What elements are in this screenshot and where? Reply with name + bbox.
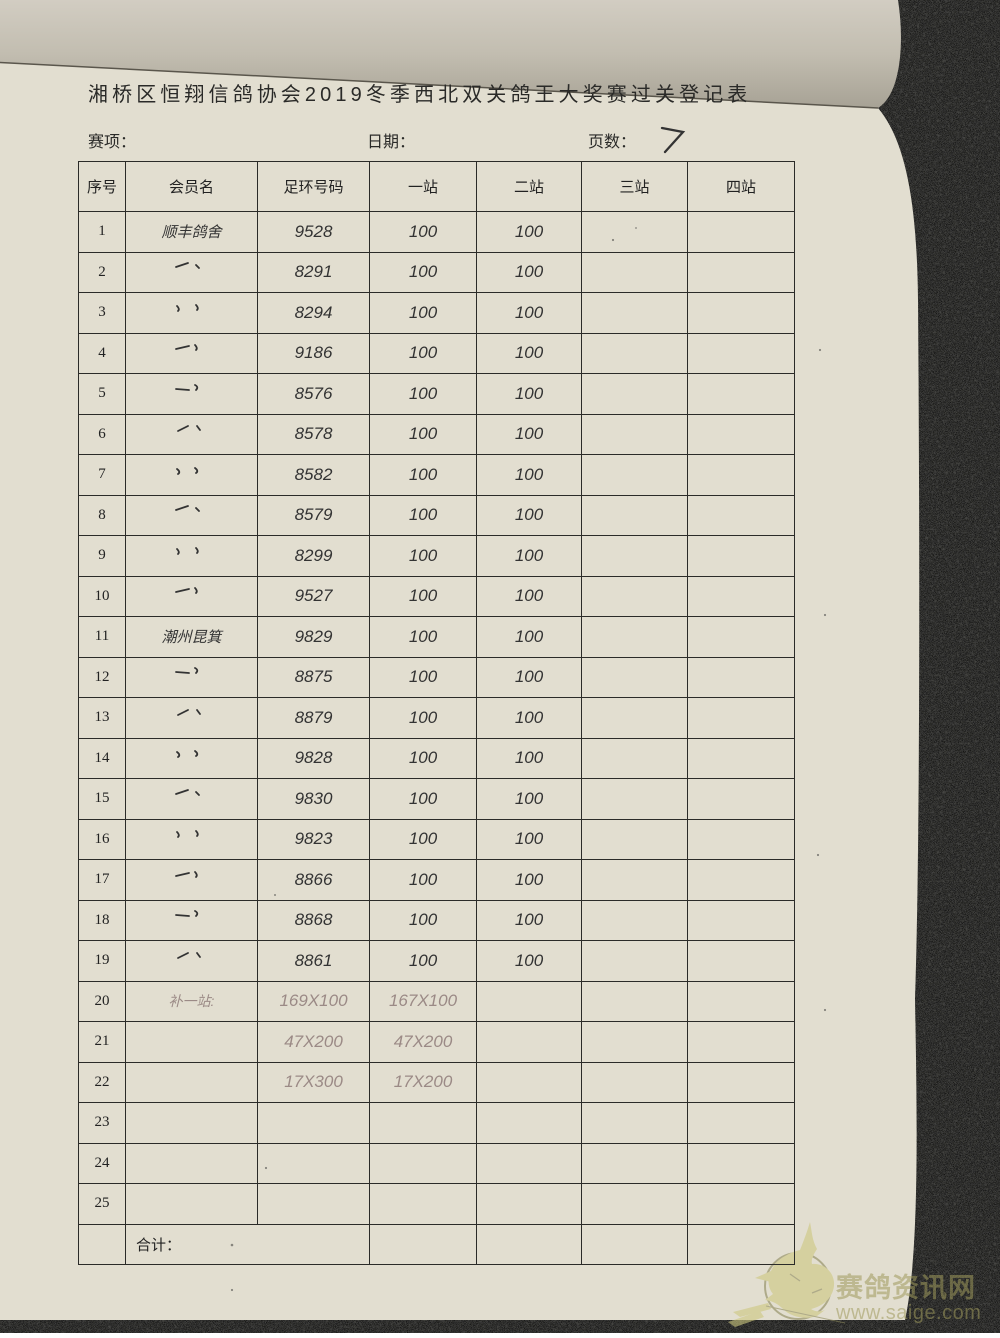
svg-text:赛鸽资讯网: 赛鸽资讯网 bbox=[835, 1272, 976, 1303]
svg-text:www.saige.com: www.saige.com bbox=[835, 1302, 981, 1324]
